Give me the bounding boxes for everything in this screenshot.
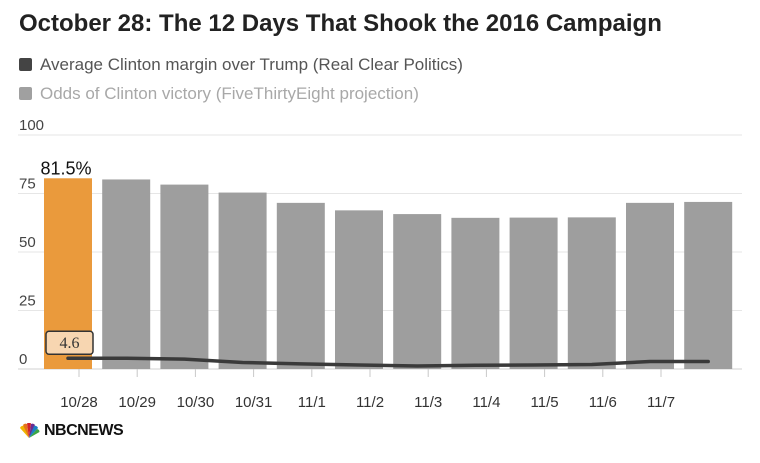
x-tick-label-2: 10/30 (177, 394, 215, 411)
legend: Average Clinton margin over Trump (Real … (19, 50, 463, 108)
footer: NBCNEWS (18, 422, 124, 440)
legend-item-odds: Odds of Clinton victory (FiveThirtyEight… (19, 79, 463, 108)
line-value-box (45, 330, 94, 355)
x-tick-label-4: 11/1 (298, 394, 326, 411)
x-tick-label-10: 11/7 (647, 394, 675, 411)
line-value-label: 4.6 (60, 335, 80, 352)
bar-8 (509, 217, 558, 369)
legend-item-margin: Average Clinton margin over Trump (Real … (19, 50, 463, 79)
bar-3 (218, 192, 267, 369)
nbc-peacock-icon (20, 423, 40, 438)
x-tick-label-6: 11/3 (414, 394, 442, 411)
y-tick-label-100: 100 (19, 117, 44, 134)
bar-4 (276, 202, 325, 369)
bar-value-label: 81.5% (40, 158, 91, 178)
bar-1 (102, 179, 151, 369)
bar-2 (160, 184, 209, 369)
legend-label-margin: Average Clinton margin over Trump (Real … (40, 54, 463, 74)
legend-label-odds: Odds of Clinton victory (FiveThirtyEight… (40, 83, 419, 103)
x-tick-label-9: 11/6 (589, 394, 617, 411)
bar-11 (684, 201, 733, 369)
brand-wordmark: NBCNEWS (44, 422, 124, 439)
y-tick-label-50: 50 (19, 234, 36, 251)
x-tick-label-7: 11/4 (472, 394, 500, 411)
y-tick-label-75: 75 (19, 176, 36, 193)
x-tick-label-3: 10/31 (235, 394, 273, 411)
bar-10 (626, 202, 674, 369)
margin-line (66, 356, 710, 368)
bar-7 (451, 217, 500, 369)
y-tick-label-0: 0 (19, 351, 27, 368)
x-tick-label-0: 10/28 (60, 394, 98, 411)
x-tick-label-1: 10/29 (118, 394, 156, 411)
bar-6 (393, 214, 442, 369)
bar-5 (335, 210, 383, 369)
bar-9 (567, 217, 616, 369)
chart-title: October 28: The 12 Days That Shook the 2… (19, 10, 662, 37)
y-tick-label-25: 25 (19, 293, 36, 310)
legend-swatch-margin (19, 58, 32, 71)
legend-swatch-odds (19, 87, 32, 100)
x-tick-label-8: 11/5 (531, 394, 559, 411)
x-tick-label-5: 11/2 (356, 394, 384, 411)
